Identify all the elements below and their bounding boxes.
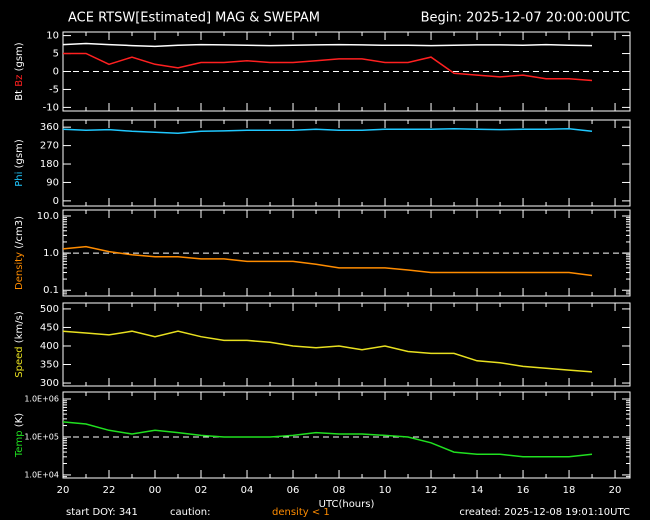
caution-note: density < 1 (272, 507, 330, 518)
x-tick-label: 12 (425, 485, 438, 496)
created-time: created: 2025-12-08 19:01:10UTC (459, 507, 630, 518)
panel-frame (62, 302, 631, 387)
y-tick-label: 360 (40, 122, 59, 133)
y-tick-label: -5 (49, 84, 59, 95)
y-tick-label: 0 (53, 67, 59, 78)
y-tick-label: 180 (40, 159, 59, 170)
x-tick-label: 22 (103, 485, 116, 496)
start-doy: start DOY: 341 (66, 507, 138, 518)
y-tick-label: 10 (46, 31, 59, 42)
panel-frame (62, 391, 631, 479)
y-axis-label: Bt Bz (gsm) (14, 42, 25, 100)
y-tick-label: 5 (53, 49, 59, 60)
y-tick-label: 1.0E+05 (24, 432, 59, 441)
y-tick-label: 270 (40, 141, 59, 152)
x-tick-label: 08 (333, 485, 346, 496)
y-axis-unit: (K) (14, 413, 25, 427)
y-tick-label: 90 (46, 177, 59, 188)
y-axis-label: Phi (gsm) (14, 139, 25, 187)
legend-entry: Speed (14, 346, 25, 377)
x-tick-label: 02 (195, 485, 208, 496)
legend-entry: Bz (14, 75, 25, 87)
x-axis-label: UTC(hours) (319, 499, 375, 510)
x-tick-label: 20 (609, 485, 622, 496)
panel-frame (62, 119, 631, 207)
y-axis-unit: (km/s) (14, 311, 25, 343)
legend-entry: Density (14, 252, 25, 290)
x-tick-label: 00 (149, 485, 162, 496)
y-axis-label: Speed (km/s) (14, 311, 25, 378)
y-tick-label: 300 (40, 378, 59, 389)
caution: caution: (170, 507, 211, 518)
y-tick-label: 0.1 (43, 285, 59, 296)
y-tick-label: 350 (40, 360, 59, 371)
series-line (62, 330, 593, 373)
y-tick-label: 500 (40, 304, 59, 315)
y-tick-label: 450 (40, 322, 59, 333)
y-axis-label: Temp (K) (14, 413, 25, 458)
series-line (63, 52, 593, 82)
legend-entry: Temp (14, 430, 25, 458)
series-line (62, 128, 593, 135)
series-line (62, 245, 593, 277)
x-tick-label: 10 (379, 485, 392, 496)
x-tick-label: 20 (57, 485, 70, 496)
x-tick-label: 16 (517, 485, 530, 496)
x-tick-label: 06 (287, 485, 300, 496)
x-tick-label: 04 (241, 485, 254, 496)
legend-entry: Phi (14, 172, 25, 187)
series-line (62, 421, 593, 458)
y-tick-label: 400 (40, 341, 59, 352)
y-axis-unit: (gsm) (14, 42, 25, 71)
y-tick-label: -10 (43, 102, 59, 113)
y-tick-label: 10.0 (37, 211, 59, 222)
legend-entry: Bt (14, 90, 25, 101)
y-axis-unit: (gsm) (14, 139, 25, 168)
y-tick-label: 1.0E+06 (24, 395, 59, 404)
y-axis-label: Density (/cm3) (14, 216, 25, 290)
y-axis-unit: (/cm3) (14, 216, 25, 249)
series-line (62, 42, 593, 48)
y-tick-label: 1.0 (43, 248, 59, 259)
y-tick-label: 0 (53, 196, 59, 207)
y-tick-label: 1.0E+04 (24, 470, 59, 479)
begin-time: Begin: 2025-12-07 20:00:00UTC (421, 11, 630, 26)
x-tick-label: 18 (563, 485, 576, 496)
chart-title: ACE RTSW[Estimated] MAG & SWEPAM (68, 11, 320, 26)
x-tick-label: 14 (471, 485, 484, 496)
